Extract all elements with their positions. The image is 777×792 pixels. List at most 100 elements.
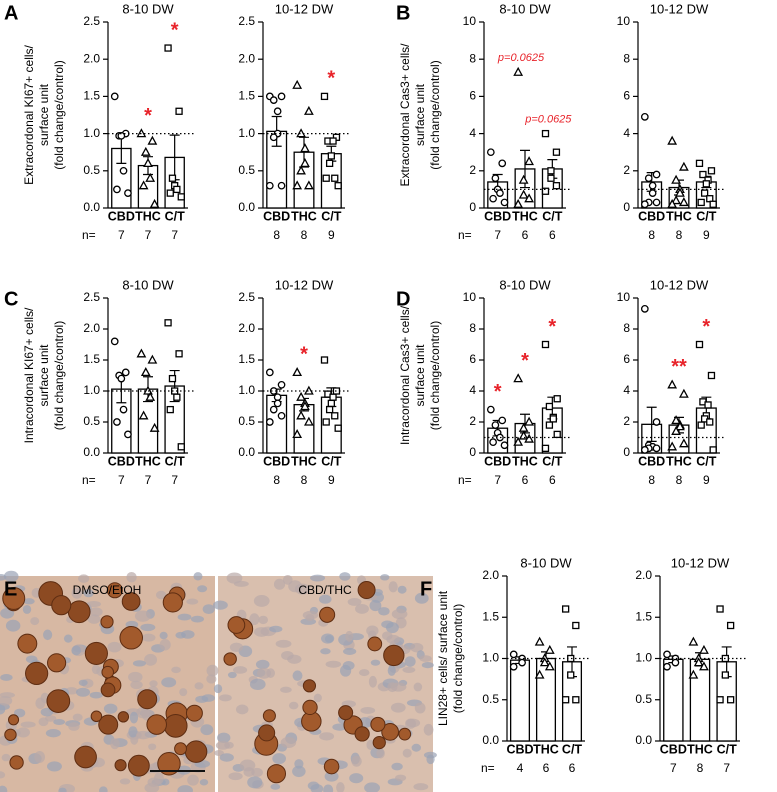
cell-nucleus bbox=[410, 642, 424, 653]
cell-nucleus bbox=[288, 580, 303, 593]
data-point bbox=[652, 444, 661, 453]
cell-nucleus bbox=[323, 784, 334, 792]
cell-nucleus bbox=[75, 687, 91, 697]
cell-nucleus bbox=[53, 718, 66, 725]
cell-nucleus bbox=[419, 655, 432, 662]
stained-cell bbox=[185, 704, 203, 722]
x-tick-label: CBD bbox=[638, 454, 665, 468]
n-count: 7 bbox=[494, 473, 501, 487]
stained-cell bbox=[223, 652, 237, 666]
cell-nucleus bbox=[130, 680, 143, 690]
cell-nucleus bbox=[83, 589, 94, 598]
cell-nucleus bbox=[202, 604, 215, 615]
cell-nucleus bbox=[35, 697, 46, 709]
significance-annotation: * bbox=[171, 19, 179, 41]
data-point bbox=[513, 198, 524, 208]
stained-cell bbox=[367, 636, 383, 652]
cell-nucleus bbox=[134, 610, 151, 622]
data-point bbox=[671, 174, 681, 184]
y-tick-label: 0 bbox=[469, 200, 476, 214]
data-point bbox=[524, 156, 534, 166]
data-point bbox=[553, 430, 561, 439]
data-point bbox=[175, 107, 183, 115]
cell-nucleus bbox=[34, 750, 45, 763]
data-point bbox=[678, 388, 689, 398]
significance-annotation: * bbox=[144, 105, 152, 127]
data-point bbox=[292, 429, 303, 439]
cell-nucleus bbox=[270, 783, 281, 790]
cell-nucleus bbox=[395, 774, 407, 782]
data-point bbox=[524, 433, 534, 443]
cell-nucleus bbox=[194, 682, 204, 690]
cell-nucleus bbox=[275, 639, 292, 648]
y-tick-label: 1.0 bbox=[635, 651, 652, 665]
n-count: 6 bbox=[522, 228, 529, 242]
cell-nucleus bbox=[89, 691, 103, 699]
n-count: 7 bbox=[118, 228, 125, 242]
cell-nucleus bbox=[349, 773, 364, 784]
data-point bbox=[147, 354, 158, 364]
cell-nucleus bbox=[140, 706, 150, 719]
y-tick-label: 0.0 bbox=[238, 445, 255, 459]
cell-nucleus bbox=[380, 574, 390, 581]
n-count: 8 bbox=[273, 473, 280, 487]
cell-nucleus bbox=[126, 571, 137, 583]
cell-nucleus bbox=[206, 674, 217, 684]
cell-nucleus bbox=[292, 670, 303, 681]
cell-nucleus bbox=[368, 675, 377, 688]
stained-cell bbox=[370, 716, 386, 732]
cell-nucleus bbox=[351, 755, 362, 767]
data-point bbox=[296, 165, 306, 175]
data-point bbox=[303, 385, 314, 395]
cell-nucleus bbox=[190, 615, 205, 623]
stained-cell bbox=[302, 699, 318, 716]
data-point bbox=[706, 418, 714, 426]
data-point bbox=[273, 107, 282, 116]
cell-nucleus bbox=[22, 605, 32, 614]
data-point bbox=[545, 421, 554, 429]
data-point bbox=[300, 401, 310, 411]
cell-nucleus bbox=[155, 590, 167, 600]
data-point bbox=[552, 182, 561, 190]
y-tick-label: 1.0 bbox=[83, 383, 100, 397]
x-tick-label: CBD bbox=[638, 209, 665, 223]
y-axis-label: surface unit bbox=[413, 344, 427, 407]
cell-nucleus bbox=[266, 668, 275, 678]
data-point bbox=[704, 401, 712, 409]
cell-nucleus bbox=[193, 572, 203, 581]
cell-nucleus bbox=[282, 574, 293, 585]
subplot-title: 10-12 DW bbox=[275, 277, 334, 292]
panel-label: A bbox=[4, 2, 18, 24]
n-count: 8 bbox=[273, 228, 280, 242]
data-point bbox=[303, 105, 314, 115]
stained-cell bbox=[262, 709, 276, 723]
cell-nucleus bbox=[272, 753, 286, 765]
subplot-title: 8-10 DW bbox=[520, 555, 572, 570]
y-axis-label: (fold change/control) bbox=[52, 321, 66, 430]
y-tick-label: 6 bbox=[469, 352, 476, 366]
data-point bbox=[640, 200, 649, 209]
micrographs bbox=[0, 570, 437, 792]
cell-nucleus bbox=[214, 749, 225, 756]
subplot-title: 8-10 DW bbox=[499, 1, 551, 16]
y-axis-label: (fold change/control) bbox=[428, 60, 442, 169]
data-point bbox=[292, 180, 303, 190]
data-point bbox=[648, 189, 657, 197]
cell-nucleus bbox=[388, 581, 398, 593]
data-point bbox=[572, 621, 580, 630]
cell-nucleus bbox=[219, 694, 232, 702]
cell-nucleus bbox=[20, 721, 36, 728]
subplot-title: 10-12 DW bbox=[650, 277, 709, 292]
y-tick-label: 2.0 bbox=[635, 568, 652, 582]
cell-nucleus bbox=[0, 771, 6, 779]
cell-nucleus bbox=[358, 669, 370, 677]
subplot-title: 8-10 DW bbox=[122, 1, 174, 16]
cell-nucleus bbox=[5, 619, 21, 632]
stained-cell bbox=[146, 714, 167, 735]
data-point bbox=[325, 405, 334, 414]
n-count: 8 bbox=[648, 228, 655, 242]
data-point bbox=[663, 650, 671, 659]
stained-cell bbox=[100, 682, 116, 698]
cell-nucleus bbox=[414, 702, 426, 714]
data-point bbox=[496, 433, 504, 442]
